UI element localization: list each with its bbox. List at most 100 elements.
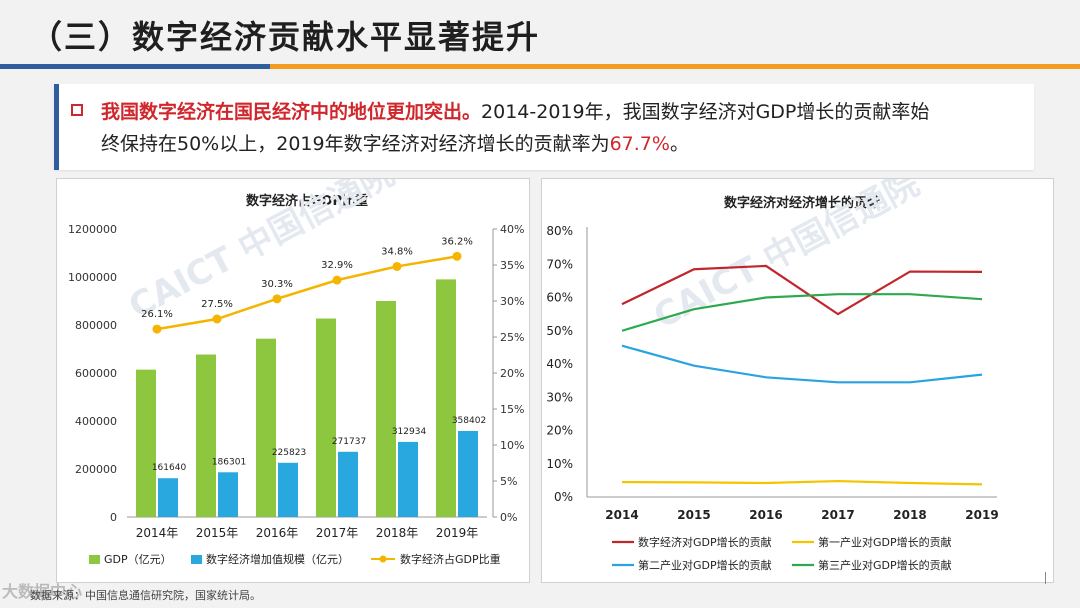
chart-title: 数字经济占GDP比重: [246, 193, 368, 209]
gdp-bar: [316, 318, 336, 517]
share-label: 36.2%: [441, 236, 473, 247]
series-line: [621, 264, 983, 316]
gdp-bar: [436, 279, 456, 517]
digital-economy-bar-label: 358402: [452, 416, 486, 426]
y-tick-label: 0%: [554, 490, 573, 504]
y-left-tick-label: 0: [110, 511, 117, 524]
digital-economy-bar: [458, 430, 478, 517]
x-tick-label: 2016: [749, 508, 782, 522]
header-accent-orange: [270, 64, 1080, 69]
gdp-bar: [196, 354, 216, 517]
digital-economy-bar-label: 161640: [152, 463, 187, 473]
y-right-tick-label: 35%: [500, 259, 524, 272]
series-line: [621, 344, 983, 384]
y-right-tick-label: 5%: [500, 475, 517, 488]
share-point: [272, 294, 282, 304]
digital-economy-bar-label: 186301: [212, 457, 246, 467]
share-line: [156, 255, 458, 331]
y-right-tick-label: 40%: [500, 223, 524, 236]
summary-callout: 我国数字经济在国民经济中的地位更加突出。2014-2019年，我国数字经济对GD…: [54, 84, 1034, 170]
callout-text-1: 2014-2019年，我国数字经济对GDP增长的贡献率始: [481, 101, 930, 123]
y-left-tick-label: 1200000: [68, 223, 117, 236]
x-tick-label: 2017: [821, 508, 854, 522]
legend-digital-swatch: [191, 555, 202, 564]
y-left-tick-label: 1000000: [68, 271, 117, 284]
callout-highlight: 67.7%: [609, 133, 670, 155]
x-tick-label: 2018年: [376, 526, 419, 540]
legend-share-marker: [379, 555, 387, 563]
digital-economy-bar: [158, 478, 178, 517]
page-marker: [1045, 572, 1046, 584]
share-point: [392, 261, 402, 271]
x-tick-label: 2018: [893, 508, 926, 522]
x-tick-label: 2017年: [316, 526, 359, 540]
y-right-tick-label: 15%: [500, 403, 524, 416]
digital-economy-bar: [218, 472, 238, 517]
corner-logo: 大数据中心: [2, 582, 83, 601]
legend-label: 数字经济对GDP增长的贡献: [638, 535, 772, 549]
y-right-tick-label: 10%: [500, 439, 524, 452]
y-tick-label: 50%: [546, 324, 573, 338]
square-bullet-icon: [71, 104, 83, 116]
y-left-tick-label: 200000: [75, 463, 117, 476]
legend-label: 第三产业对GDP增长的贡献: [818, 558, 952, 572]
y-tick-label: 70%: [546, 257, 573, 271]
callout-lead: 我国数字经济在国民经济中的地位更加突出。: [101, 101, 482, 123]
legend-gdp-label: GDP（亿元）: [104, 553, 172, 566]
share-point: [452, 251, 462, 261]
share-label: 30.3%: [261, 279, 293, 290]
digital-economy-bar: [398, 441, 418, 517]
share-label: 27.5%: [201, 299, 233, 310]
callout-end: 。: [669, 133, 689, 155]
y-right-tick-label: 20%: [500, 367, 524, 380]
x-tick-label: 2019年: [436, 526, 479, 540]
digital-economy-bar-label: 225823: [272, 448, 306, 458]
gdp-bar: [256, 338, 276, 517]
x-tick-label: 2014: [605, 508, 638, 522]
y-tick-label: 80%: [546, 224, 573, 238]
digital-economy-bar: [278, 462, 298, 517]
y-tick-label: 10%: [546, 457, 573, 471]
digital-economy-bar-label: 312934: [392, 427, 427, 437]
y-tick-label: 30%: [546, 390, 573, 404]
callout-text-2: 终保持在50%以上，2019年数字经济对经济增长的贡献率为: [101, 133, 610, 155]
share-label: 26.1%: [141, 309, 173, 320]
y-left-tick-label: 800000: [75, 319, 117, 332]
gdp-share-chart-panel: 数字经济占GDP比重 CAICT 中国信通院 0 200000 400000 600000…: [56, 154, 530, 583]
y-left-tick-label: 400000: [75, 415, 117, 428]
series-line: [621, 479, 983, 486]
legend-gdp-swatch: [89, 555, 100, 564]
gdp-bar: [136, 369, 156, 517]
y-left-tick-label: 600000: [75, 367, 117, 380]
growth-contribution-chart-panel: 数字经济对经济增长的贡献 CAICT 中国信通院 0% 10% 20% 30% 40% 50%…: [541, 164, 1054, 583]
x-tick-label: 2019: [965, 508, 998, 522]
page-title: （三）数字经济贡献水平显著提升: [30, 18, 541, 56]
x-tick-label: 2015年: [196, 526, 239, 540]
gdp-bar: [376, 301, 396, 517]
legend-label: 第一产业对GDP增长的贡献: [818, 535, 952, 549]
x-tick-label: 2014年: [136, 526, 179, 540]
y-right-tick-label: 0%: [500, 511, 517, 524]
share-label: 34.8%: [381, 246, 413, 257]
header-accent-blue: [0, 64, 270, 69]
share-point: [152, 324, 162, 334]
y-tick-label: 60%: [546, 291, 573, 305]
share-label: 32.9%: [321, 260, 353, 271]
x-tick-label: 2016年: [256, 526, 299, 540]
chart-title: 数字经济对经济增长的贡献: [724, 195, 880, 211]
legend-share-label: 数字经济占GDP比重: [400, 552, 501, 566]
share-point: [212, 314, 222, 324]
y-right-tick-label: 30%: [500, 295, 524, 308]
digital-economy-bar-label: 271737: [332, 437, 366, 447]
y-tick-label: 40%: [546, 357, 573, 371]
x-tick-label: 2015: [677, 508, 710, 522]
digital-economy-bar: [338, 451, 358, 517]
series-line: [621, 293, 983, 332]
y-right-tick-label: 25%: [500, 331, 524, 344]
y-tick-label: 20%: [546, 424, 573, 438]
legend-label: 第二产业对GDP增长的贡献: [638, 558, 772, 572]
legend-digital-label: 数字经济增加值规模（亿元）: [206, 552, 349, 566]
share-point: [332, 275, 342, 285]
